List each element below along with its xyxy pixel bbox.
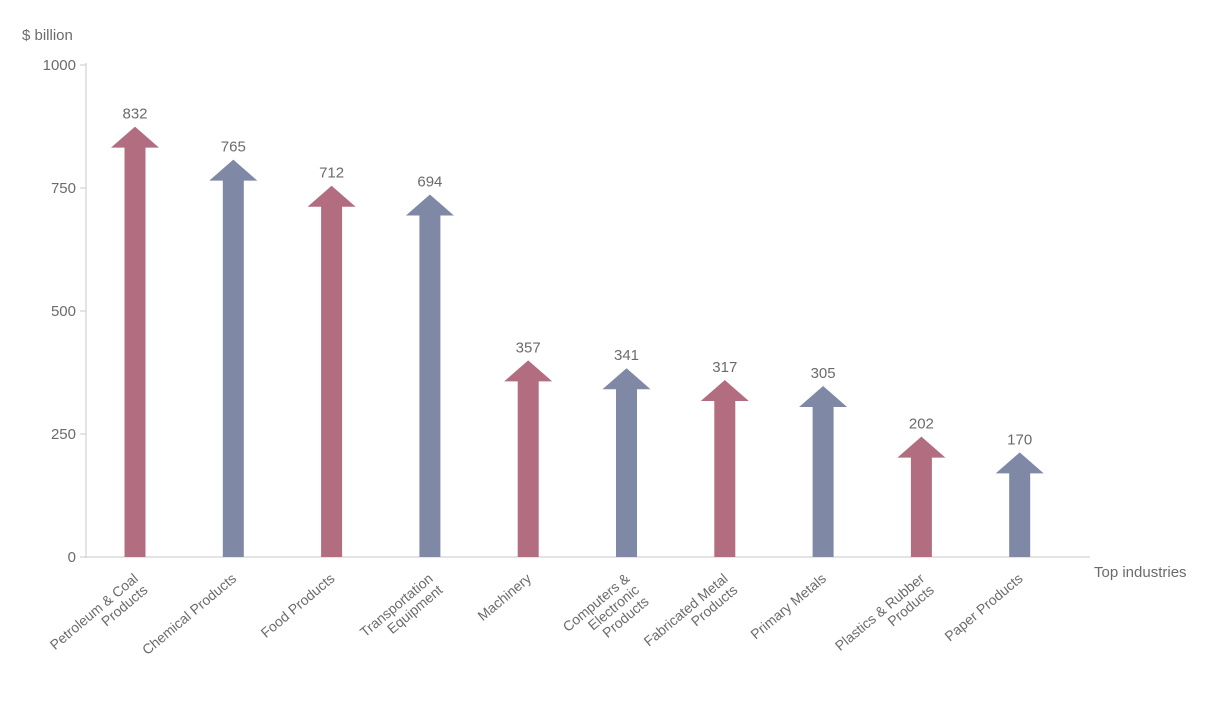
y-tick-label: 0 — [68, 549, 76, 566]
category-label: Fabricated MetalProducts — [641, 570, 741, 661]
category-label: Food Products — [257, 570, 337, 641]
y-axis-title: $ billion — [22, 27, 73, 44]
value-label: 357 — [516, 339, 541, 356]
value-label: 341 — [614, 347, 639, 364]
bar-arrow — [307, 185, 356, 558]
category-label: Paper Products — [941, 570, 1025, 644]
bar-arrow — [111, 126, 159, 557]
category-label: Chemical Products — [139, 570, 239, 658]
category-label-line: Primary Metals — [747, 570, 829, 642]
category-label: Machinery — [474, 570, 534, 624]
category-label-line: Paper Products — [941, 570, 1025, 644]
value-label: 170 — [1007, 431, 1032, 448]
category-label-line: Machinery — [474, 570, 534, 624]
value-labels: 832 765 712 694 357 341 317 305 202 170 — [122, 106, 1032, 449]
bar-arrow — [995, 452, 1044, 557]
y-tick-label: 750 — [51, 180, 76, 197]
category-label-line: Chemical Products — [139, 570, 239, 658]
bar-arrow — [602, 368, 651, 557]
value-label: 712 — [319, 165, 344, 182]
value-label: 765 — [221, 139, 246, 156]
bar-arrow — [504, 360, 553, 557]
x-axis-title: Top industries — [1094, 564, 1187, 581]
bar-arrow — [897, 436, 946, 557]
category-label: Plastics & RubberProducts — [832, 570, 937, 665]
category-label: Petroleum & CoalProducts — [47, 570, 151, 664]
bar-arrow — [799, 385, 848, 557]
bars — [111, 126, 1044, 558]
category-label: Computers &ElectronicProducts — [560, 570, 653, 658]
bar-arrow — [209, 159, 258, 557]
y-tick-label: 1000 — [43, 57, 76, 74]
y-tick-label: 250 — [51, 426, 76, 443]
category-label: Primary Metals — [747, 570, 829, 642]
value-label: 202 — [909, 416, 934, 433]
bar-arrow — [700, 380, 749, 557]
value-label: 305 — [811, 365, 836, 382]
y-ticks: 0 250 500 750 1000 — [43, 57, 86, 566]
bar-arrow — [405, 194, 454, 557]
category-label-line: Food Products — [257, 570, 337, 641]
category-label: TransportationEquipment — [357, 570, 446, 652]
value-label: 832 — [122, 106, 147, 123]
value-label: 694 — [417, 174, 442, 191]
y-tick-label: 500 — [51, 303, 76, 320]
value-label: 317 — [712, 359, 737, 376]
